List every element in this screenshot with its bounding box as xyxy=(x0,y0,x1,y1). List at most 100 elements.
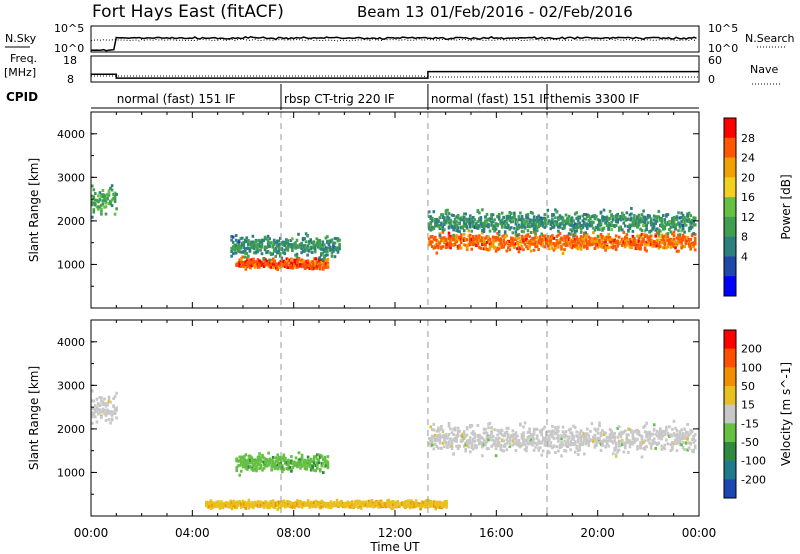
power-cell xyxy=(639,219,642,223)
velocity-cell xyxy=(541,449,545,453)
power-cell xyxy=(427,237,431,241)
power-cell xyxy=(274,263,278,267)
power-cell xyxy=(540,220,543,224)
power-cell xyxy=(277,251,281,255)
velocity-cell xyxy=(554,451,557,454)
power-cell xyxy=(526,233,530,237)
velocity-cell xyxy=(358,503,362,506)
velocity-cell xyxy=(659,429,662,433)
power-cell xyxy=(689,246,692,250)
velocity-cell xyxy=(511,433,515,437)
power-cell xyxy=(321,246,325,250)
velocity-cell xyxy=(659,433,662,437)
velocity-cell xyxy=(525,445,528,449)
power-cell xyxy=(326,246,329,250)
power-cell xyxy=(101,195,105,199)
velocity-cell xyxy=(560,454,563,458)
power-cell xyxy=(437,240,440,244)
power-cell xyxy=(500,225,504,229)
velocity-cell xyxy=(223,504,226,508)
velocity-cell xyxy=(366,502,369,506)
power-cell xyxy=(572,244,575,248)
power-cell xyxy=(651,239,654,243)
velocity-cell xyxy=(499,432,502,435)
power-cell xyxy=(275,250,279,254)
velocity-cell xyxy=(408,504,412,508)
velocity-cell xyxy=(692,434,695,438)
power-cell xyxy=(479,216,483,219)
power-cell xyxy=(578,238,581,242)
power-cell xyxy=(260,238,264,242)
velocity-cell xyxy=(605,439,609,443)
velocity-cell xyxy=(678,440,682,444)
power-cell xyxy=(321,251,325,255)
power-cell xyxy=(469,238,472,242)
velocity-cell xyxy=(689,431,692,435)
velocity-cell xyxy=(469,438,472,441)
velocity-cell xyxy=(552,436,556,440)
power-cell xyxy=(625,238,629,242)
power-cell xyxy=(434,224,437,228)
velocity-cell xyxy=(491,435,495,438)
velocity-cell xyxy=(437,434,440,438)
nave-tick-bottom: 0 xyxy=(708,73,715,86)
velocity-cell xyxy=(312,457,316,461)
power-cell xyxy=(534,232,537,236)
velocity-cell xyxy=(259,504,263,508)
power-cell xyxy=(579,224,583,227)
velocity-cell xyxy=(540,441,543,445)
power-cell xyxy=(508,240,512,243)
power-cell xyxy=(297,256,301,260)
power-cell xyxy=(581,214,585,218)
power-cell xyxy=(266,242,270,246)
power-cell xyxy=(589,240,592,244)
velocity-cell xyxy=(461,437,464,441)
velocity-cell xyxy=(510,435,513,439)
power-cell xyxy=(534,218,537,222)
velocity-cell xyxy=(554,426,557,430)
power-cell xyxy=(681,244,685,248)
velocity-cell xyxy=(95,420,99,424)
power-cell xyxy=(443,218,446,222)
power-cell xyxy=(472,242,475,246)
velocity-cell xyxy=(669,449,673,452)
power-cell xyxy=(546,208,550,212)
velocity-cell xyxy=(666,442,670,446)
velocity-cell xyxy=(320,505,324,509)
velocity-cell xyxy=(567,436,571,440)
velocity-cell xyxy=(437,438,440,442)
power-cell xyxy=(631,220,635,224)
power-cell xyxy=(567,238,571,242)
velocity-cell xyxy=(596,436,600,440)
velocity-cell xyxy=(456,447,460,451)
velocity-cell xyxy=(576,453,580,456)
power-cell xyxy=(563,239,566,242)
power-cell xyxy=(628,237,632,241)
power-cell xyxy=(494,235,498,239)
velocity-cell xyxy=(505,426,509,430)
power-cell xyxy=(607,232,610,236)
power-cell xyxy=(602,237,606,241)
power-cell xyxy=(493,218,496,222)
velocity-cell xyxy=(241,502,245,506)
velocity-cell xyxy=(526,436,530,440)
power-cell xyxy=(319,262,322,266)
power-cell xyxy=(557,229,560,233)
velocity-cell xyxy=(476,434,480,438)
power-cell xyxy=(560,244,563,248)
power-cell xyxy=(503,224,507,228)
power-cell xyxy=(330,248,334,252)
velocity-cell xyxy=(328,502,331,506)
power-cell xyxy=(306,246,309,250)
power-cell xyxy=(572,224,575,227)
power-cell xyxy=(478,245,481,249)
velocity-cell xyxy=(479,436,483,440)
power-cell xyxy=(456,235,460,239)
power-cell xyxy=(672,215,676,219)
velocity-cell xyxy=(243,457,246,461)
power-cell xyxy=(236,264,240,267)
power-cell xyxy=(531,239,534,243)
power-cell xyxy=(675,217,679,221)
power-cell xyxy=(690,219,694,222)
power-cell xyxy=(253,260,257,264)
